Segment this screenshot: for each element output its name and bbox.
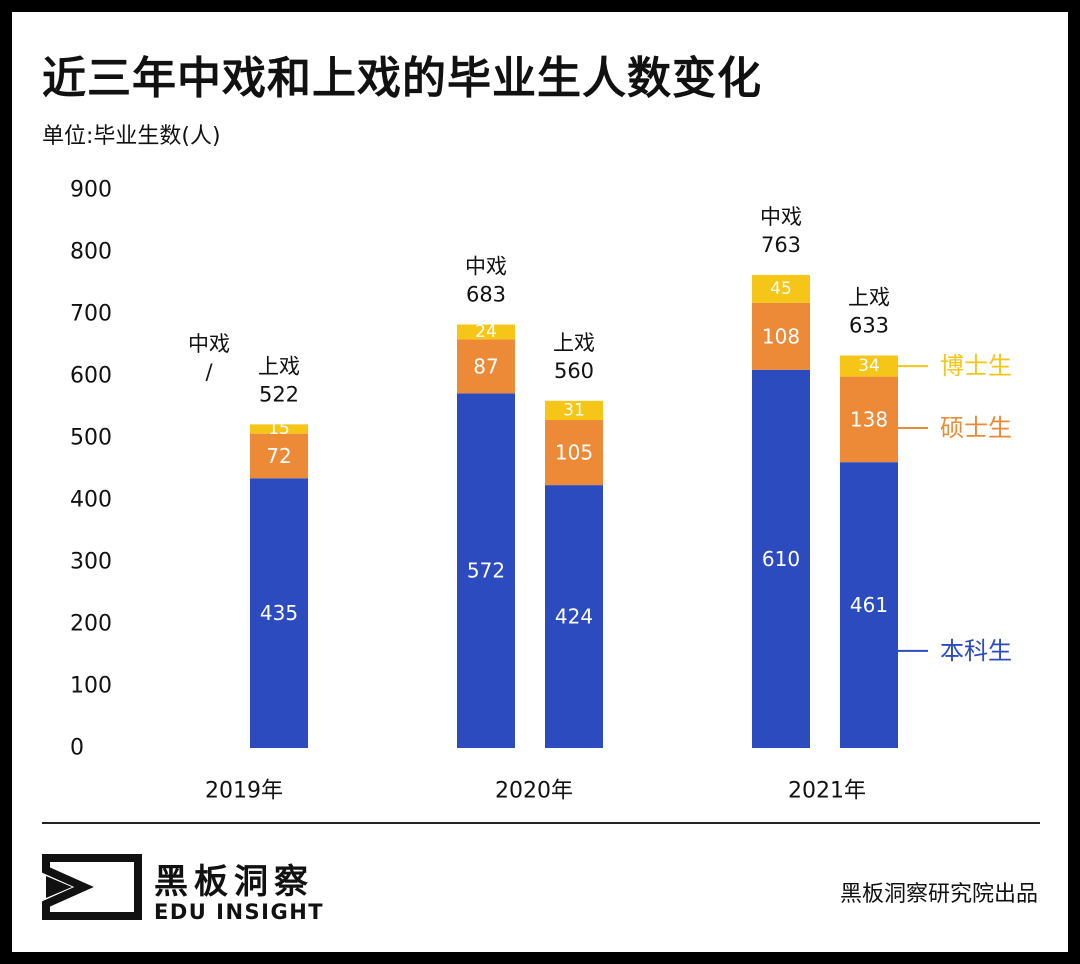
brand-name-cn: 黑板洞察 [154, 862, 314, 902]
segment-label-undergrad: 572 [467, 559, 505, 583]
bar-segment [752, 274, 810, 303]
segment-label-undergrad: 435 [260, 601, 298, 625]
bar-school-label: 上戏 [258, 354, 300, 378]
y-tick-label: 300 [70, 550, 112, 575]
bar-segment [545, 420, 603, 486]
y-tick-label: 900 [70, 178, 112, 203]
bar-total-label: 560 [554, 359, 594, 383]
bar-segment [457, 324, 515, 340]
y-tick-label: 500 [70, 426, 112, 451]
segment-label-undergrad: 424 [555, 605, 593, 629]
segment-label-undergrad: 610 [762, 547, 800, 571]
bar-total-label: 683 [466, 283, 506, 307]
legend-label: 博士生 [940, 352, 1012, 380]
x-category-label: 2020年 [495, 779, 573, 804]
segment-label-doctor: 15 [268, 419, 290, 439]
segment-label-master: 105 [555, 441, 593, 465]
legend-label: 本科生 [940, 637, 1012, 665]
y-tick-label: 200 [70, 612, 112, 637]
bar-segment [545, 485, 603, 748]
credit-text: 黑板洞察研究院出品 [839, 882, 1038, 907]
segment-label-doctor: 31 [563, 400, 585, 420]
bar-school-label: 上戏 [848, 286, 890, 310]
segment-label-doctor: 34 [858, 356, 880, 376]
bar-segment [840, 355, 898, 377]
bar-school-label: 上戏 [553, 331, 595, 355]
bar-total-label: / [205, 360, 213, 384]
bar-segment [752, 302, 810, 370]
y-tick-label: 700 [70, 302, 112, 327]
brand-name-en: EDU INSIGHT [154, 900, 325, 924]
bar-segment [545, 400, 603, 421]
chart-card: 近三年中戏和上戏的毕业生人数变化 单位:毕业生数(人) 0 100 200 300 40… [12, 12, 1068, 952]
bar-total-label: 763 [761, 233, 801, 257]
segment-label-master: 108 [762, 324, 800, 348]
y-tick-label: 0 [70, 736, 84, 761]
bar-segment [840, 462, 898, 748]
y-tick-label: 100 [70, 674, 112, 699]
x-category-label: 2019年 [205, 779, 283, 804]
segment-label-doctor: 24 [475, 322, 497, 342]
bar-school-label: 中戏 [188, 332, 230, 356]
bar-school-label: 中戏 [465, 255, 507, 279]
x-category-label: 2021年 [788, 779, 866, 804]
bar-segment [457, 339, 515, 394]
chart-title: 近三年中戏和上戏的毕业生人数变化 [42, 53, 762, 104]
segment-label-doctor: 45 [770, 279, 792, 299]
bar-segment [250, 478, 308, 748]
y-tick-label: 600 [70, 364, 112, 389]
y-tick-label: 400 [70, 488, 112, 513]
bar-segment [840, 376, 898, 463]
unit-label: 单位:毕业生数(人) [42, 124, 221, 149]
stacked-bar-chart: 0 100 200 300 400 500 600 700 800 900 中戏 / 435 72 15 上戏… [70, 178, 1012, 804]
y-tick-label: 800 [70, 240, 112, 265]
legend-label: 硕士生 [940, 414, 1012, 442]
bar-total-label: 633 [849, 314, 889, 338]
bar-segment [457, 393, 515, 748]
bar-school-label: 中戏 [760, 205, 802, 229]
eye-frame-icon [42, 854, 142, 920]
segment-label-master: 72 [266, 444, 291, 468]
footer-divider [42, 822, 1040, 824]
bar-segment [752, 369, 810, 748]
segment-label-master: 87 [473, 354, 498, 378]
bar-total-label: 522 [259, 382, 299, 406]
bar-segment [250, 433, 308, 479]
segment-label-undergrad: 461 [850, 593, 888, 617]
segment-label-master: 138 [850, 407, 888, 431]
bar-segment [250, 424, 308, 434]
